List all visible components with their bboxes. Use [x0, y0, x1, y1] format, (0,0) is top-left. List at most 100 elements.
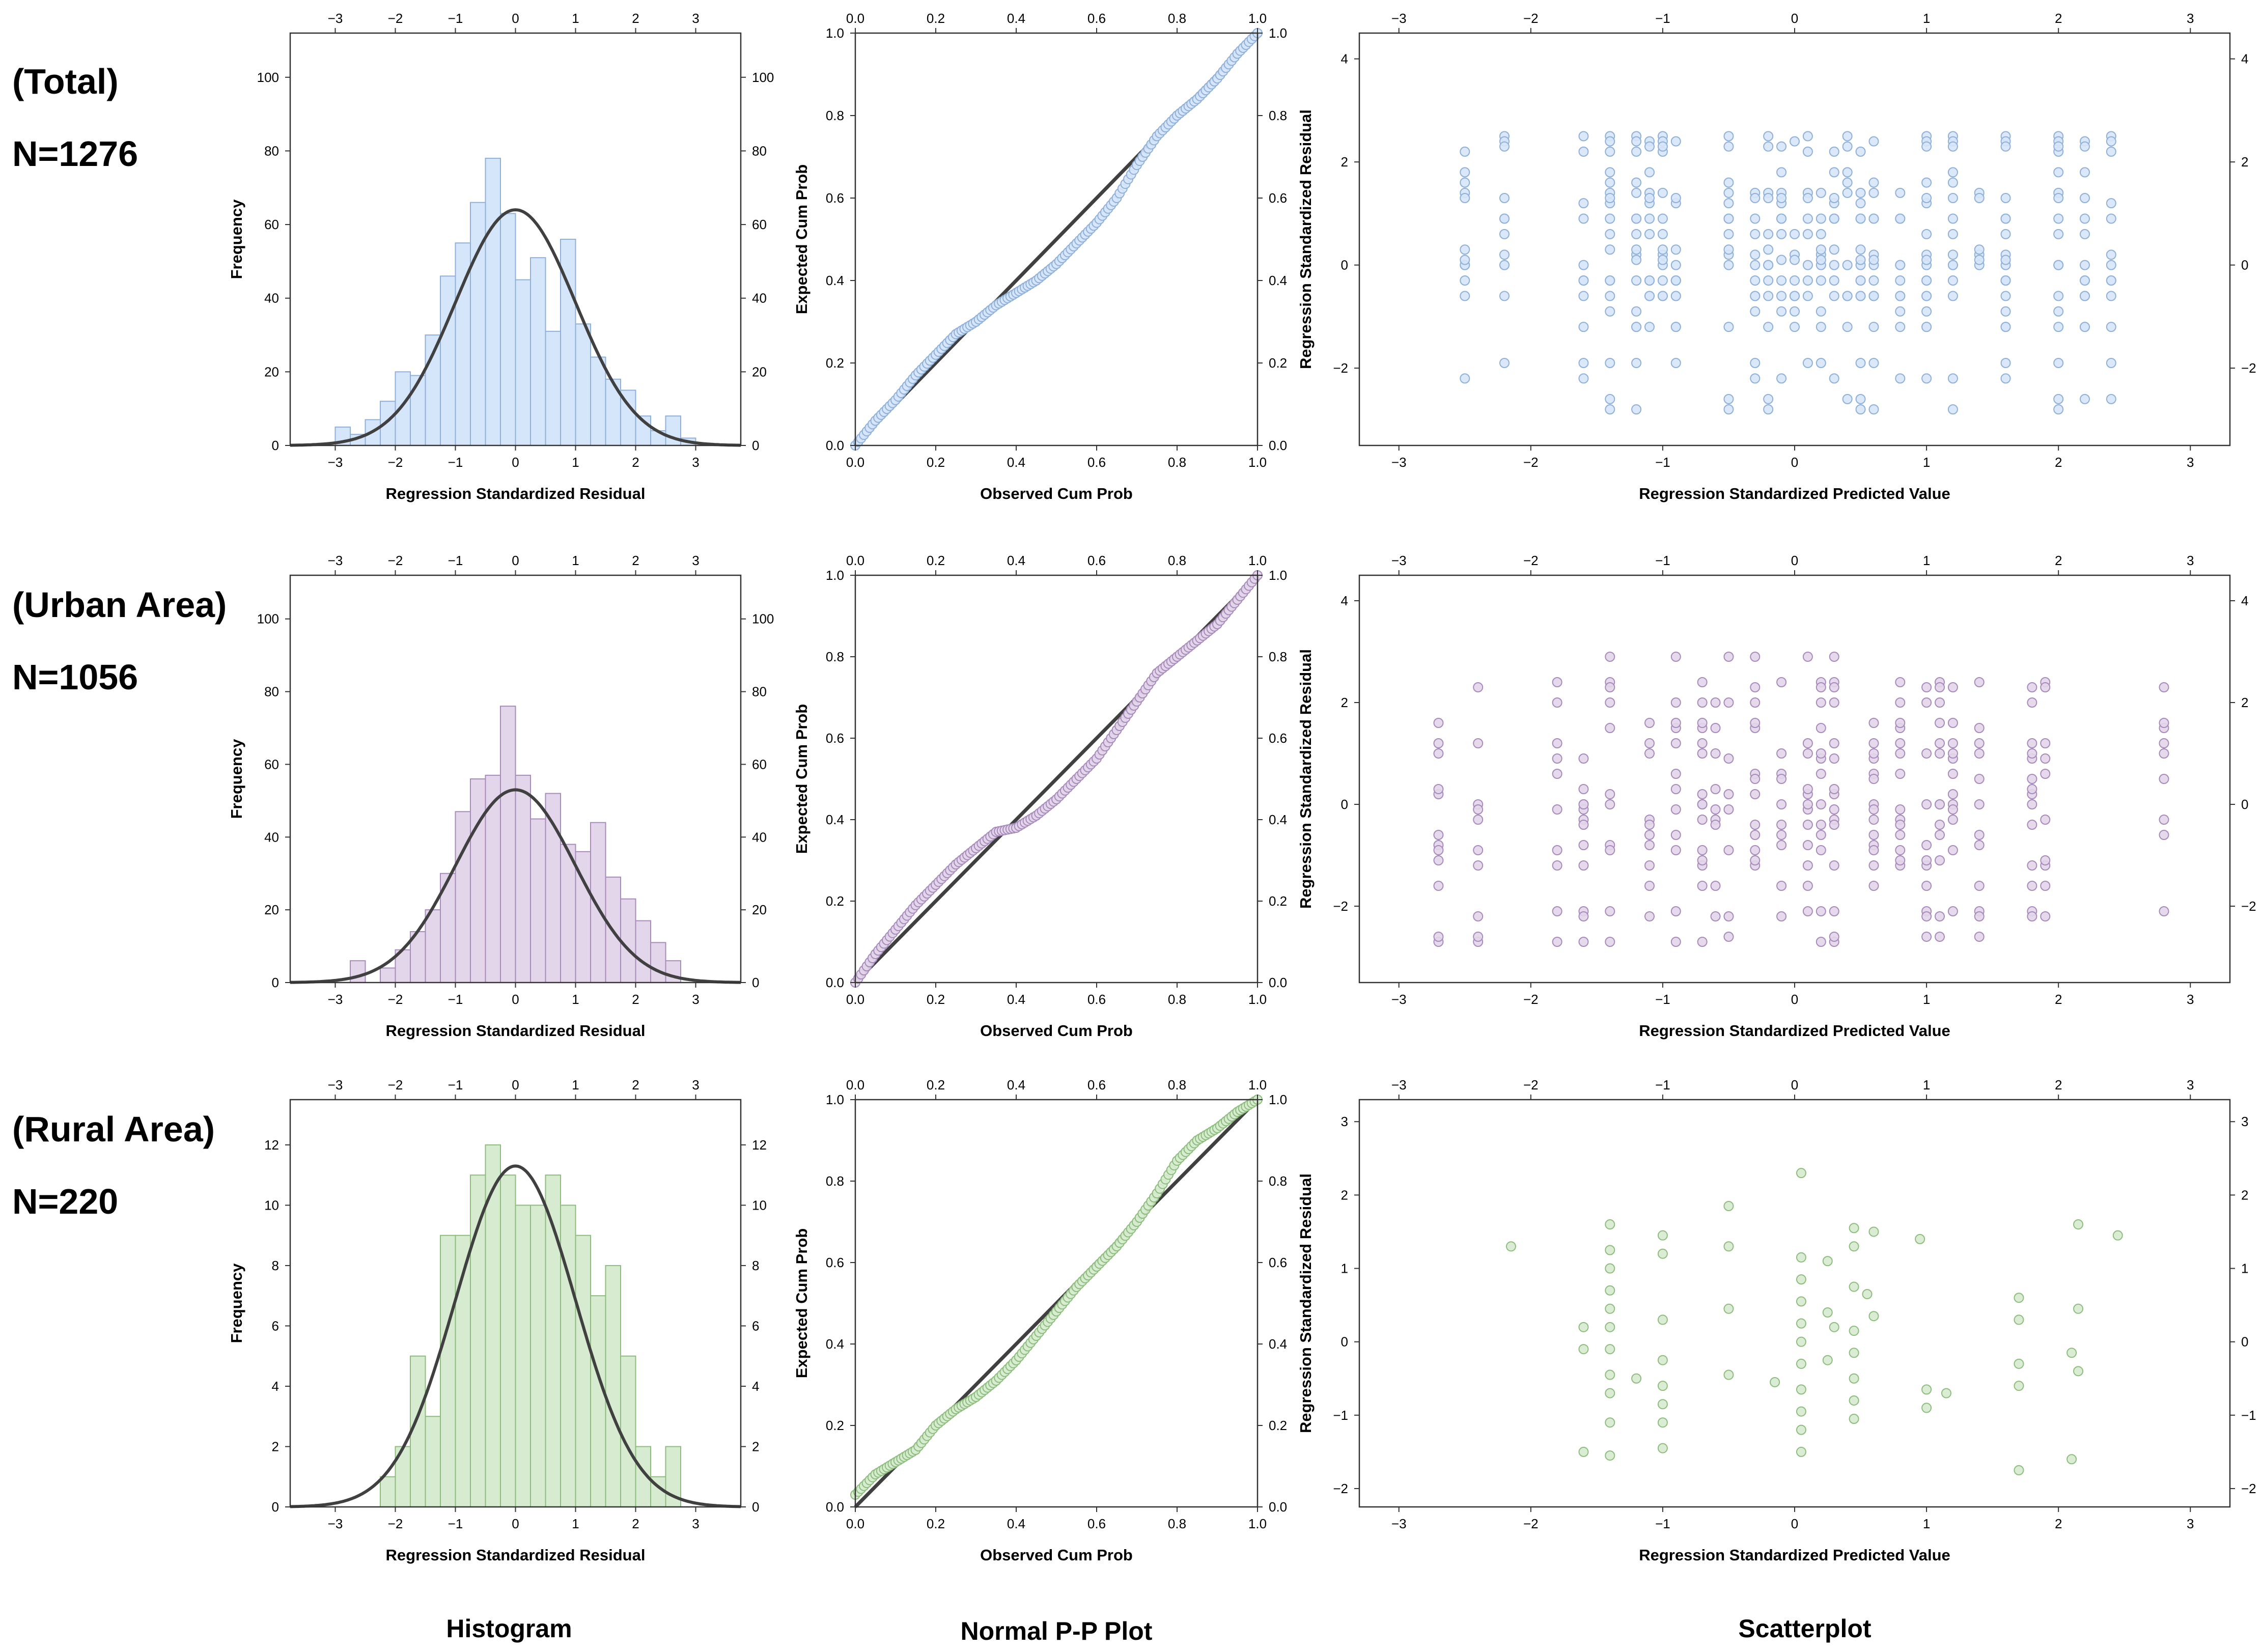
- scatter-total-point: [2000, 229, 2011, 239]
- scatter-total-point: [1802, 260, 1813, 270]
- scatter-rural-point: [1862, 1289, 1873, 1299]
- scatter-rural-ytick-label-left: 2: [1341, 1187, 1348, 1202]
- hist-rural-xtick-label-bottom: 3: [692, 1516, 699, 1531]
- scatter-total-point: [2053, 306, 2064, 317]
- scatter-rural-point: [1921, 1384, 1932, 1395]
- scatter-total-point: [1631, 255, 1642, 265]
- scatter-total-ylabel: Regression Standardized Residual: [1297, 109, 1315, 369]
- hist-total-ytick-label-left: 40: [264, 291, 279, 306]
- scatter-total-point: [1895, 260, 1906, 270]
- scatter-total-point: [1895, 275, 1906, 286]
- scatter-total-point: [1763, 291, 1774, 301]
- pp-rural-xtick-label-top: 0.4: [1007, 1077, 1025, 1093]
- hist-rural-ytick-label-right: 12: [752, 1137, 767, 1153]
- scatter-total-point: [1670, 358, 1681, 368]
- scatter-total-point: [1868, 404, 1879, 415]
- scatter-urban-point: [1868, 738, 1879, 748]
- hist-rural-ytick-label-right: 6: [752, 1318, 759, 1333]
- scatter-rural-point: [1605, 1388, 1615, 1398]
- scatter-total-point: [1460, 244, 1470, 255]
- hist-total-xtick-label-bottom: 1: [572, 455, 579, 470]
- scatter-urban-point: [1816, 937, 1826, 947]
- scatter-urban-point: [2027, 881, 2037, 891]
- scatter-rural-xtick-label-top: −2: [1523, 1077, 1539, 1093]
- scatter-urban-point: [2027, 697, 2037, 708]
- scatter-total-xtick-label-top: 0: [1791, 11, 1798, 26]
- scatter-urban-point: [1605, 723, 1615, 733]
- hist-urban-xtick-label-top: 3: [692, 553, 699, 568]
- scatter-total-point: [1868, 255, 1879, 265]
- scatter-total-point: [1644, 141, 1655, 152]
- hist-urban-ytick-label-right: 0: [752, 975, 759, 990]
- scatter-total-point: [1750, 291, 1761, 301]
- scatter-total-point: [1631, 306, 1642, 317]
- scatter-total-point: [2000, 291, 2011, 301]
- scatter-total-point: [1829, 193, 1839, 203]
- hist-total-xtick-label-bottom: 0: [512, 455, 519, 470]
- scatter-urban-point: [2040, 855, 2051, 865]
- scatter-urban-point: [1935, 820, 1945, 830]
- pp-total-ytick-label-left: 0.2: [826, 355, 844, 371]
- scatter-total-point: [1855, 198, 1866, 209]
- scatter-rural-point: [1631, 1373, 1642, 1384]
- scatter-urban-point: [2027, 799, 2037, 809]
- scatter-urban-point: [2027, 911, 2037, 921]
- scatter-total-point: [1723, 198, 1734, 209]
- scatter-total-point: [1763, 260, 1774, 270]
- scatter-total-point: [2106, 394, 2116, 404]
- scatter-urban-point: [1816, 830, 1826, 840]
- scatter-total-point: [1750, 358, 1761, 368]
- scatter-urban-point: [1802, 784, 1813, 794]
- pp-rural-xtick-label-bottom: 0.8: [1168, 1516, 1186, 1531]
- scatter-rural-xtick-label-bottom: 0: [1791, 1516, 1798, 1531]
- scatter-total-point: [1723, 394, 1734, 404]
- scatter-total-point: [1605, 404, 1615, 415]
- scatter-rural-point: [1796, 1406, 1806, 1417]
- pp-rural-xtick-label-bottom: 0.4: [1007, 1516, 1025, 1531]
- scatter-urban-point: [1935, 718, 1945, 728]
- scatter-total-point: [1631, 358, 1642, 368]
- scatter-total-point: [1802, 213, 1813, 224]
- row-label-total-group: (Total): [12, 62, 119, 101]
- hist-urban-ytick-label-left: 60: [264, 757, 279, 772]
- scatter-urban-point: [2040, 881, 2051, 891]
- pp-urban-ytick-label-right: 0.0: [1269, 975, 1287, 990]
- scatter-rural-xtick-label-bottom: 2: [2055, 1516, 2062, 1531]
- hist-rural-ytick-label-right: 0: [752, 1499, 759, 1515]
- scatter-total-point: [2106, 146, 2116, 157]
- scatter-total-point: [1776, 255, 1787, 265]
- scatter-urban-point: [1974, 932, 1985, 942]
- hist-rural-bar: [485, 1144, 501, 1507]
- hist-total-ytick-label-left: 80: [264, 143, 279, 158]
- scatter-total-point: [1802, 291, 1813, 301]
- scatter-rural-point: [1849, 1373, 1859, 1384]
- pp-urban-xtick-label-top: 0.8: [1168, 553, 1186, 568]
- hist-rural-xtick-label-top: −1: [448, 1077, 463, 1093]
- scatter-total-point: [1921, 193, 1932, 203]
- scatter-urban-point: [1895, 748, 1906, 759]
- scatter-urban-point: [1947, 789, 1958, 799]
- hist-rural-ylabel: Frequency: [228, 1263, 245, 1343]
- scatter-total-point: [1605, 394, 1615, 404]
- scatter-urban-point: [2159, 682, 2169, 692]
- scatter-urban-point: [1974, 881, 1985, 891]
- scatter-total-point: [1460, 146, 1470, 157]
- scatter-total-point: [1605, 193, 1615, 203]
- scatter-rural-point: [1849, 1223, 1859, 1234]
- hist-rural-normal-curve: [290, 1164, 741, 1508]
- scatter-total-point: [2053, 141, 2064, 152]
- scatter-total-point: [1947, 291, 1958, 301]
- scatter-total-point: [2080, 275, 2090, 286]
- scatter-total-point: [1816, 275, 1826, 286]
- hist-rural-xtick-label-top: 0: [512, 1077, 519, 1093]
- scatter-urban-point: [1802, 738, 1813, 748]
- hist-urban-bar: [485, 774, 501, 984]
- scatter-urban-point: [1935, 830, 1945, 840]
- pp-urban-ytick-label-left: 0.2: [826, 893, 844, 909]
- scatter-total-point: [1776, 373, 1787, 384]
- scatter-urban-point: [1802, 840, 1813, 850]
- scatter-total-point: [1921, 255, 1932, 265]
- scatter-total-point: [1842, 260, 1853, 270]
- scatter-urban-point: [2040, 682, 2051, 692]
- scatter-urban-xtick-label-bottom: −2: [1523, 992, 1539, 1007]
